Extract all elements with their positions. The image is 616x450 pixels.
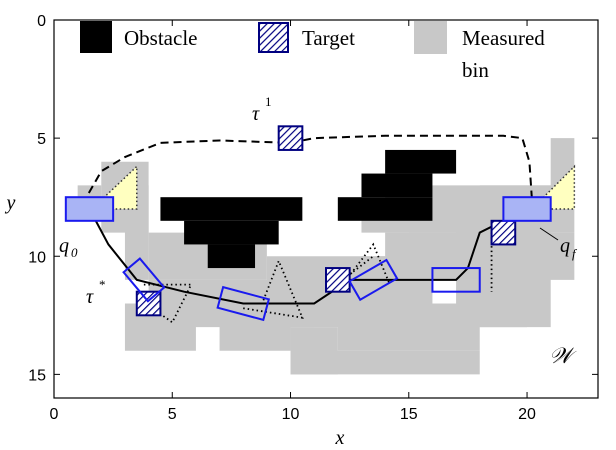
svg-text:f: f bbox=[572, 246, 578, 261]
sensor-footprint bbox=[138, 283, 193, 324]
legend-obstacle-swatch bbox=[80, 21, 112, 53]
sensor-box bbox=[122, 257, 166, 303]
sensor-box bbox=[502, 196, 552, 222]
y-tick-label: 15 bbox=[28, 367, 46, 384]
y-axis-label: y bbox=[5, 192, 16, 214]
measured-bin bbox=[408, 303, 480, 328]
x-tick-label: 5 bbox=[168, 406, 177, 423]
workspace-label: 𝒲 bbox=[549, 344, 577, 369]
svg-text:τ: τ bbox=[252, 103, 260, 125]
sensor-box bbox=[348, 258, 399, 302]
obstacle-cell bbox=[184, 220, 279, 245]
target-cell bbox=[325, 267, 351, 293]
sensor-box bbox=[431, 267, 481, 293]
target-cell bbox=[490, 219, 517, 246]
svg-text:*: * bbox=[99, 277, 106, 292]
measured-bin bbox=[337, 279, 433, 304]
fov-triangle bbox=[89, 164, 138, 210]
obstacle-cell bbox=[160, 197, 303, 221]
measured-bin bbox=[361, 256, 409, 280]
legend-measured-label-line2: bin bbox=[462, 58, 489, 82]
legend-measured-swatch bbox=[414, 21, 447, 54]
legend-target-label: Target bbox=[302, 26, 355, 50]
sensor-footprint bbox=[243, 258, 304, 319]
sensor-footprint bbox=[341, 242, 391, 286]
x-tick-label: 20 bbox=[518, 406, 536, 423]
x-tick-label: 10 bbox=[282, 406, 300, 423]
legend-measured-label: Measured bbox=[462, 26, 545, 50]
sensor-footprints bbox=[138, 232, 493, 324]
legend-obstacle-label: Obstacle bbox=[124, 26, 197, 50]
measured-bins bbox=[77, 138, 575, 375]
target-cell bbox=[277, 125, 304, 151]
tau1-path bbox=[81, 134, 533, 205]
obstacles bbox=[160, 149, 457, 269]
plot-frame bbox=[53, 19, 599, 399]
svg-text:q: q bbox=[59, 235, 69, 257]
sensor-box bbox=[216, 285, 271, 322]
annotation-q0: q 0 bbox=[59, 235, 78, 260]
targets bbox=[135, 125, 517, 317]
y-tick-label: 0 bbox=[37, 13, 46, 30]
sensor-footprint bbox=[342, 255, 374, 281]
svg-text:0: 0 bbox=[71, 245, 78, 260]
y-tick-label: 5 bbox=[37, 131, 46, 148]
qf-pointer bbox=[539, 227, 559, 241]
annotation-tau1: τ 1 bbox=[252, 94, 272, 125]
svg-text:τ: τ bbox=[86, 286, 94, 308]
y-tick-label: 10 bbox=[28, 249, 46, 266]
legend-target-swatch bbox=[258, 22, 289, 53]
legend: Obstacle Target Measured bin bbox=[80, 21, 545, 82]
obstacle-cell bbox=[207, 244, 256, 269]
obstacle-cell bbox=[385, 149, 457, 174]
target-cell bbox=[135, 290, 162, 317]
svg-text:q: q bbox=[560, 235, 570, 257]
obstacle-cell bbox=[337, 197, 433, 221]
measured-bin bbox=[290, 350, 480, 375]
svg-text:1: 1 bbox=[265, 94, 272, 109]
annotation-qf: q f bbox=[539, 227, 578, 261]
measured-bin bbox=[479, 256, 551, 328]
obstacle-cell bbox=[361, 173, 433, 198]
x-axis-label: x bbox=[335, 427, 345, 449]
sensor-box bbox=[64, 196, 115, 222]
sensor-boxes bbox=[64, 196, 552, 322]
annotation-tau-star: τ * bbox=[86, 277, 106, 308]
x-tick-label: 0 bbox=[50, 406, 59, 423]
x-tick-label: 15 bbox=[400, 406, 418, 423]
